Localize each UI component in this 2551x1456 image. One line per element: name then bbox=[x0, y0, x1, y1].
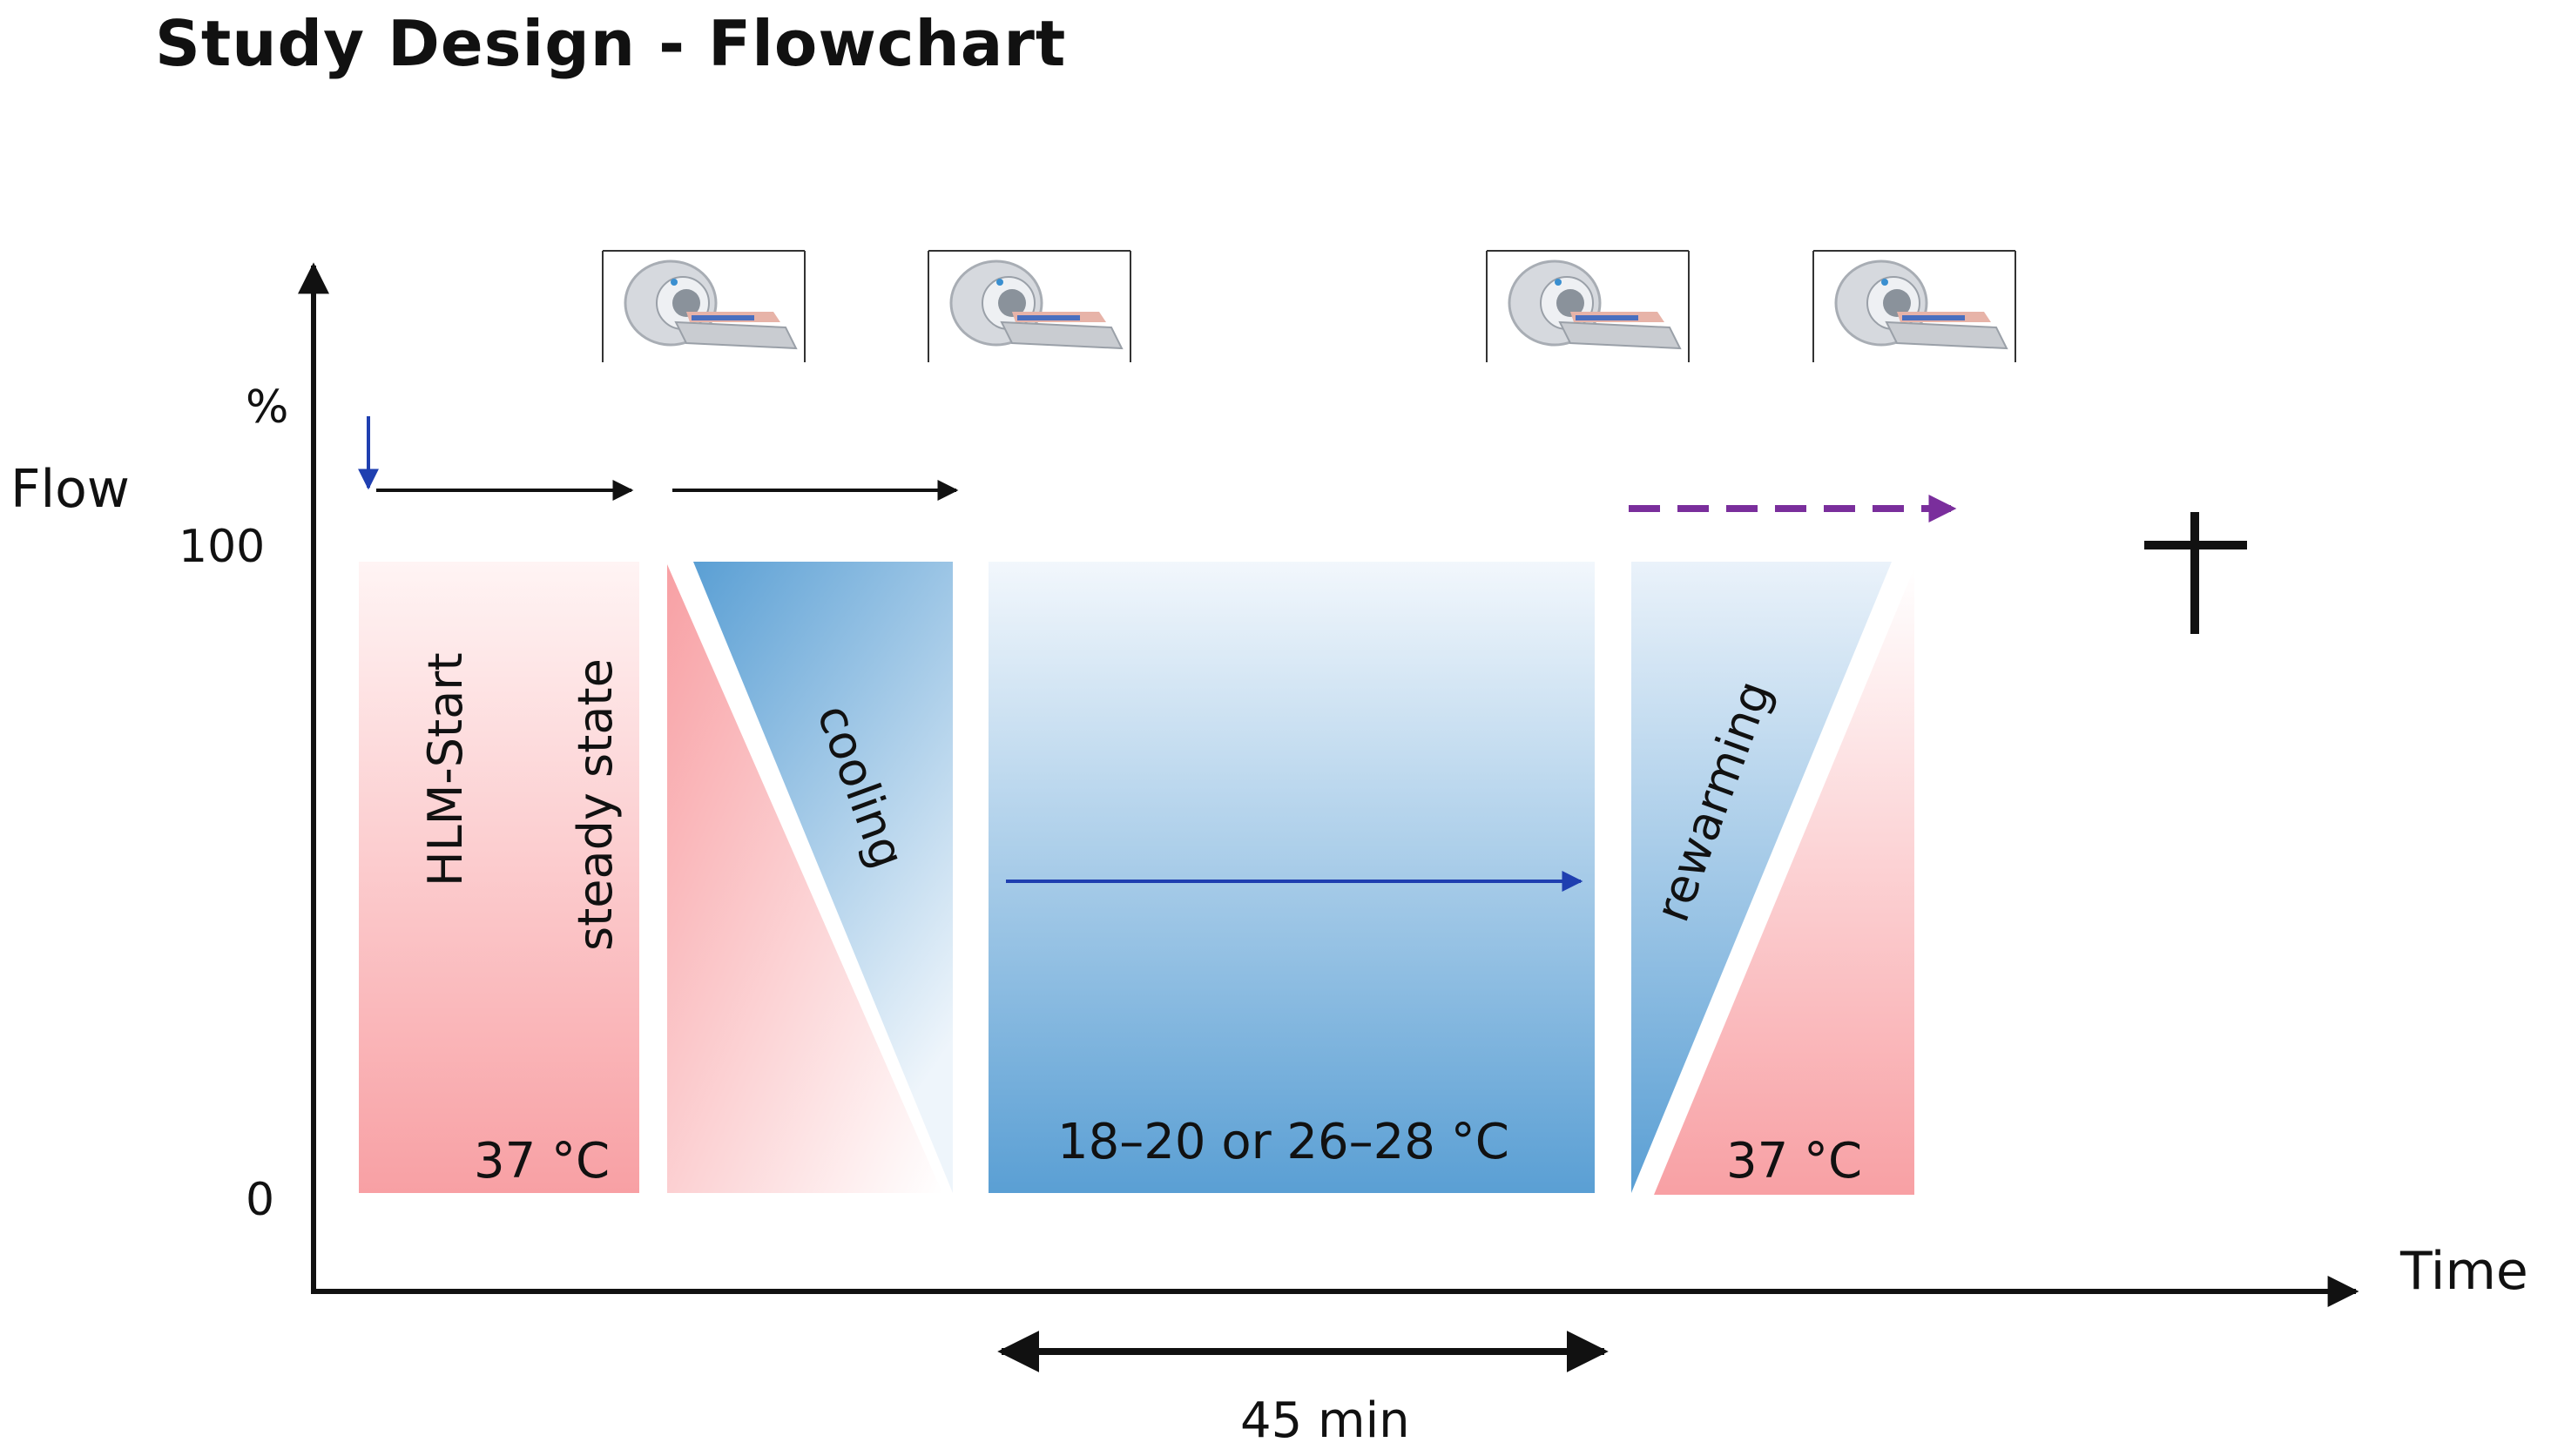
hypothermia-block bbox=[989, 562, 1595, 1193]
rewarming-cold-triangle bbox=[1631, 562, 1892, 1193]
rewarming-warm-triangle bbox=[1654, 568, 1914, 1195]
y-tick-100: 100 bbox=[179, 521, 265, 573]
y-axis-unit: % bbox=[246, 381, 288, 434]
steady-state-label: steady state bbox=[568, 658, 623, 951]
cross-icon bbox=[2144, 512, 2247, 634]
mri-scanner-icon bbox=[601, 249, 806, 364]
x-axis-label: Time bbox=[2399, 1241, 2528, 1302]
mri-scanner-icon bbox=[927, 249, 1132, 364]
duration-label: 45 min bbox=[1240, 1392, 1410, 1449]
cooling-warm-triangle bbox=[667, 564, 942, 1193]
start-label: HLM-Start bbox=[418, 652, 473, 886]
y-axis-label: Flow bbox=[10, 459, 130, 520]
mri-scanner-icon bbox=[1485, 249, 1691, 364]
hypothermia-temp-label: 18–20 or 26–28 °C bbox=[1057, 1114, 1509, 1170]
start-temp-label: 37 °C bbox=[474, 1133, 610, 1190]
y-tick-0: 0 bbox=[246, 1174, 274, 1226]
mri-scanner-icon bbox=[1812, 249, 2017, 364]
cooling-cold-triangle bbox=[693, 562, 953, 1193]
start-phase-block bbox=[359, 562, 639, 1193]
page-title: Study Design - Flowchart bbox=[155, 7, 1067, 80]
end-temp-label: 37 °C bbox=[1726, 1133, 1862, 1190]
